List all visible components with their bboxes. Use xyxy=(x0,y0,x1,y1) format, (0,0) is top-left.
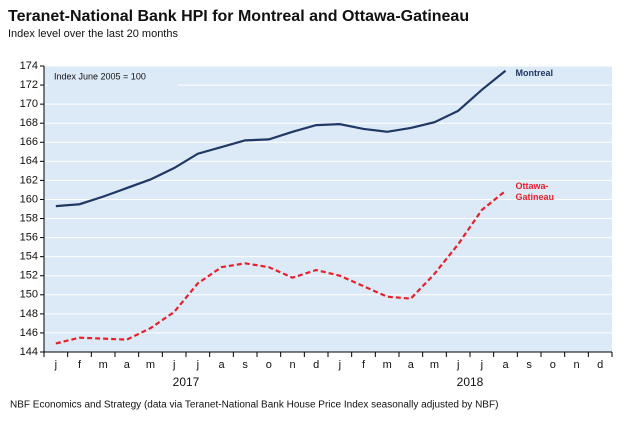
x-tick-label: j xyxy=(480,359,483,371)
x-tick-label: m xyxy=(430,359,439,371)
y-tick-label: 168 xyxy=(20,117,38,129)
x-tick-label: s xyxy=(526,359,532,371)
x-tick-label: o xyxy=(266,359,272,371)
y-tick-label: 174 xyxy=(20,60,38,72)
year-label: 2018 xyxy=(457,375,484,389)
series-line xyxy=(55,69,507,208)
y-tick-label: 172 xyxy=(20,79,38,91)
chart-title: Teranet-National Bank HPI for Montreal a… xyxy=(8,8,469,25)
y-tick-label: 156 xyxy=(20,232,38,244)
series-line xyxy=(55,190,507,345)
x-tick-label: j xyxy=(172,359,175,371)
annotation-box xyxy=(48,68,178,86)
y-tick-label: 146 xyxy=(20,327,38,339)
year-label: 2017 xyxy=(173,375,200,389)
x-tick-label: m xyxy=(383,359,392,371)
chart-subtitle: Index level over the last 20 months xyxy=(8,28,178,40)
annotation: Index June 2005 = 100 xyxy=(54,71,146,81)
x-tick-label: a xyxy=(218,359,225,371)
y-tick-label: 148 xyxy=(20,308,38,320)
y-tick-label: 154 xyxy=(20,251,38,263)
y-tick-label: 164 xyxy=(20,155,38,167)
x-tick-label: j xyxy=(54,359,57,371)
y-tick-label: 170 xyxy=(20,98,38,110)
x-tick-label: a xyxy=(502,359,509,371)
x-tick-label: j xyxy=(196,359,199,371)
y-tick-label: 160 xyxy=(20,193,38,205)
x-tick-label: j xyxy=(338,359,341,371)
x-tick-label: a xyxy=(408,359,415,371)
x-tick-label: o xyxy=(550,359,556,371)
x-tick-label: s xyxy=(242,359,248,371)
x-tick-label: a xyxy=(124,359,131,371)
series-label: Montreal xyxy=(516,68,554,78)
x-tick-label: m xyxy=(99,359,108,371)
y-tick-label: 144 xyxy=(20,346,38,358)
y-tick-label: 166 xyxy=(20,136,38,148)
y-tick-label: 152 xyxy=(20,270,38,282)
x-tick-label: f xyxy=(362,359,366,371)
source-note: NBF Economics and Strategy (data via Ter… xyxy=(10,400,498,411)
x-tick-label: d xyxy=(313,359,319,371)
x-tick-label: f xyxy=(78,359,82,371)
x-tick-label: m xyxy=(146,359,155,371)
x-tick-label: j xyxy=(456,359,459,371)
y-tick-label: 158 xyxy=(20,212,38,224)
y-tick-label: 162 xyxy=(20,174,38,186)
x-tick-label: d xyxy=(597,359,603,371)
x-tick-label: n xyxy=(289,359,295,371)
y-tick-label: 150 xyxy=(20,289,38,301)
plot-area xyxy=(44,66,612,352)
x-tick-label: n xyxy=(573,359,579,371)
series-label: Ottawa-Gatineau xyxy=(516,181,555,202)
